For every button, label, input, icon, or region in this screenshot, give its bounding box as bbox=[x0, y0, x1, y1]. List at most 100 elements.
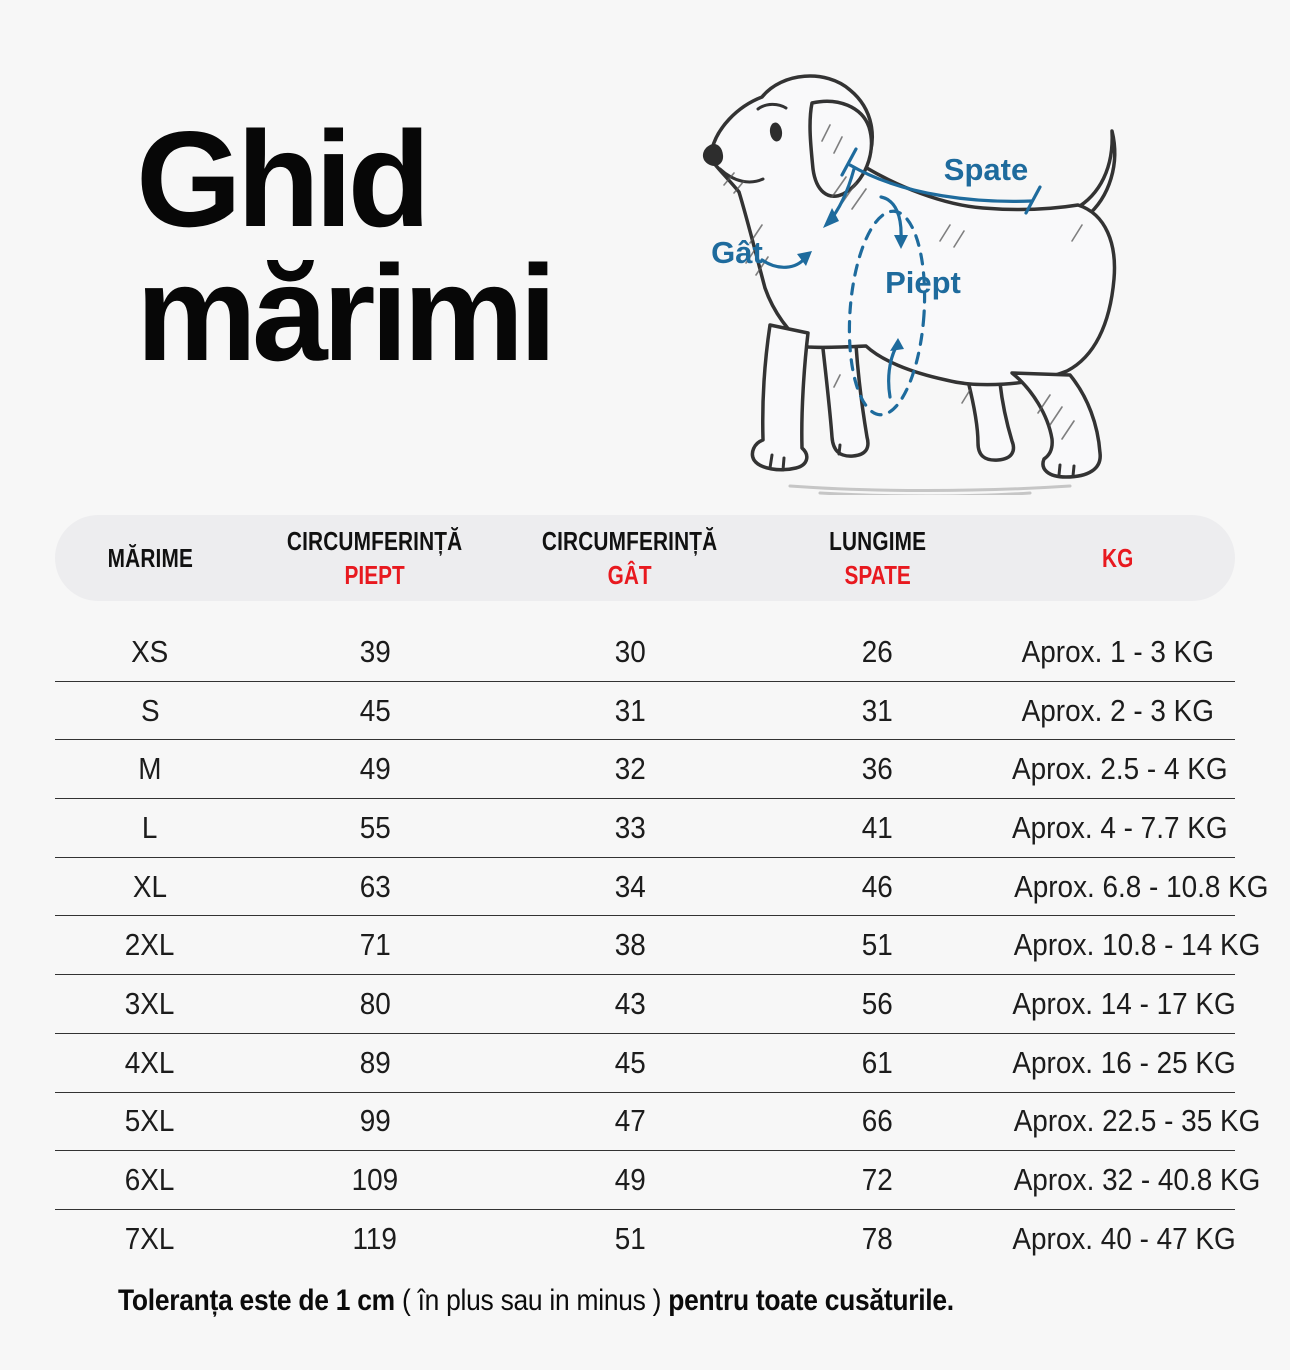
cell-size-value: 4XL bbox=[125, 1044, 175, 1080]
cell-size-value: 3XL bbox=[125, 985, 175, 1021]
label-gat: Gât bbox=[711, 235, 763, 270]
dog-eyebrow bbox=[756, 102, 788, 111]
dog-nose bbox=[702, 144, 724, 166]
sketch-hatching bbox=[723, 124, 1083, 440]
tolerance-note: Toleranța este de 1 cm ( în plus sau in … bbox=[118, 1284, 954, 1318]
dog-front-leg bbox=[750, 323, 810, 472]
cell-kg: Aprox. 22.5 - 35 KG bbox=[1000, 1103, 1261, 1139]
cell-back-value: 66 bbox=[861, 1103, 894, 1139]
header-kg: KG bbox=[1000, 543, 1235, 574]
cell-kg: Aprox. 2.5 - 4 KG bbox=[1000, 751, 1235, 787]
header-chest-circumference: CIRCUMFERINȚĂ PIEPT bbox=[245, 526, 505, 591]
cell-back: 46 bbox=[755, 869, 1000, 905]
cell-back: 78 bbox=[755, 1221, 1000, 1257]
cell-neck-value: 30 bbox=[614, 633, 646, 669]
tolerance-note-bold-start: Toleranța este de 1 cm bbox=[118, 1284, 402, 1317]
cell-chest: 49 bbox=[245, 751, 505, 787]
cell-size: XL bbox=[55, 869, 245, 905]
ground-shadow bbox=[788, 484, 1072, 495]
cell-size-value: L bbox=[142, 809, 158, 845]
cell-back-value: 61 bbox=[861, 1044, 894, 1080]
size-table-header: MĂRIME CIRCUMFERINȚĂ PIEPT CIRCUMFERINȚĂ… bbox=[55, 515, 1235, 601]
cell-kg: Aprox. 16 - 25 KG bbox=[1000, 1045, 1235, 1081]
cell-kg-value: Aprox. 4 - 7.7 KG bbox=[1011, 809, 1228, 845]
cell-kg-value: Aprox. 22.5 - 35 KG bbox=[1013, 1103, 1261, 1139]
dog-tail bbox=[1073, 129, 1117, 219]
cell-chest: 39 bbox=[245, 634, 505, 670]
table-row: 7XL 119 51 78 Aprox. 40 - 47 KG bbox=[55, 1210, 1236, 1268]
cell-back: 31 bbox=[755, 693, 1000, 729]
cell-kg: Aprox. 6.8 - 10.8 KG bbox=[1000, 869, 1268, 905]
cell-kg-value: Aprox. 40 - 47 KG bbox=[1012, 1220, 1236, 1256]
header-neck-circumference: CIRCUMFERINȚĂ GÂT bbox=[505, 526, 755, 591]
cell-kg-value: Aprox. 14 - 17 KG bbox=[1012, 985, 1236, 1021]
cell-neck-value: 33 bbox=[614, 809, 646, 845]
cell-kg-value: Aprox. 16 - 25 KG bbox=[1012, 1044, 1236, 1080]
cell-size: XS bbox=[55, 634, 245, 670]
cell-chest: 80 bbox=[245, 986, 505, 1022]
cell-back: 56 bbox=[755, 986, 1000, 1022]
cell-back-value: 78 bbox=[861, 1220, 894, 1256]
cell-back-value: 72 bbox=[861, 1162, 894, 1198]
table-row: L 55 33 41 Aprox. 4 - 7.7 KG bbox=[55, 799, 1235, 858]
cell-size-value: 7XL bbox=[125, 1220, 175, 1256]
cell-back-value: 26 bbox=[861, 633, 894, 669]
cell-size: M bbox=[55, 751, 245, 787]
header-kg-label: KG bbox=[1101, 542, 1134, 573]
cell-neck: 31 bbox=[505, 693, 755, 729]
cell-chest: 119 bbox=[245, 1221, 505, 1257]
chest-arrow-up-head bbox=[890, 338, 904, 351]
cell-size: 3XL bbox=[55, 986, 245, 1022]
size-table: MĂRIME CIRCUMFERINȚĂ PIEPT CIRCUMFERINȚĂ… bbox=[55, 515, 1268, 1268]
page-title: Ghid mărimi bbox=[136, 111, 557, 381]
cell-kg: Aprox. 40 - 47 KG bbox=[1000, 1221, 1235, 1257]
cell-neck-value: 45 bbox=[614, 1044, 646, 1080]
cell-size: 6XL bbox=[55, 1162, 245, 1198]
cell-size: 4XL bbox=[55, 1045, 245, 1081]
dog-mouth bbox=[718, 167, 765, 184]
cell-kg: Aprox. 2 - 3 KG bbox=[1000, 693, 1235, 729]
cell-kg: Aprox. 32 - 40.8 KG bbox=[1000, 1162, 1261, 1198]
cell-back: 26 bbox=[755, 634, 1000, 670]
header-neck-line1: CIRCUMFERINȚĂ bbox=[542, 525, 718, 556]
cell-back-value: 31 bbox=[861, 692, 894, 728]
cell-size: 2XL bbox=[55, 927, 245, 963]
dog-eye bbox=[769, 122, 783, 142]
cell-back-value: 51 bbox=[861, 927, 894, 963]
dog-hind-leg bbox=[1010, 371, 1102, 479]
cell-size-value: 2XL bbox=[125, 927, 175, 963]
cell-size: 7XL bbox=[55, 1221, 245, 1257]
header-neck-line2: GÂT bbox=[608, 559, 652, 590]
cell-size-value: XS bbox=[131, 633, 169, 669]
cell-back: 61 bbox=[755, 1045, 1000, 1081]
dog-far-hind-leg bbox=[966, 379, 1016, 462]
table-row: 3XL 80 43 56 Aprox. 14 - 17 KG bbox=[55, 975, 1236, 1034]
cell-kg: Aprox. 10.8 - 14 KG bbox=[1000, 927, 1261, 963]
tolerance-note-normal: ( în plus sau in minus ) bbox=[401, 1284, 669, 1317]
chest-arrow-down bbox=[879, 195, 903, 241]
cell-kg-value: Aprox. 10.8 - 14 KG bbox=[1013, 927, 1261, 963]
dog-measurement-diagram: Spate Gât Piept bbox=[702, 74, 1117, 495]
cell-neck: 49 bbox=[505, 1162, 755, 1198]
table-row: 4XL 89 45 61 Aprox. 16 - 25 KG bbox=[55, 1034, 1236, 1093]
cell-chest-value: 39 bbox=[359, 633, 391, 669]
size-table-body: XS 39 30 26 Aprox. 1 - 3 KG S 45 31 31 Aprox. 2 -… bbox=[55, 601, 1268, 1268]
label-piept: Piept bbox=[885, 265, 961, 300]
table-row: S 45 31 31 Aprox. 2 - 3 KG bbox=[55, 682, 1235, 741]
cell-chest-value: 71 bbox=[359, 927, 391, 963]
cell-back-value: 41 bbox=[861, 809, 894, 845]
header-chest-line1: CIRCUMFERINȚĂ bbox=[287, 525, 463, 556]
cell-size-value: S bbox=[140, 692, 160, 728]
cell-chest: 109 bbox=[245, 1162, 505, 1198]
cell-chest-value: 63 bbox=[359, 868, 391, 904]
label-spate: Spate bbox=[944, 152, 1028, 187]
cell-size-value: M bbox=[138, 751, 162, 787]
cell-neck: 30 bbox=[505, 634, 755, 670]
header-back-length: LUNGIME SPATE bbox=[755, 526, 1000, 591]
dog-toes bbox=[768, 443, 1076, 478]
cell-neck-value: 38 bbox=[614, 927, 646, 963]
header-chest-line2: PIEPT bbox=[344, 559, 406, 590]
cell-chest-value: 45 bbox=[359, 692, 391, 728]
cell-size-value: 6XL bbox=[125, 1162, 175, 1198]
cell-kg-value: Aprox. 6.8 - 10.8 KG bbox=[1014, 868, 1269, 904]
